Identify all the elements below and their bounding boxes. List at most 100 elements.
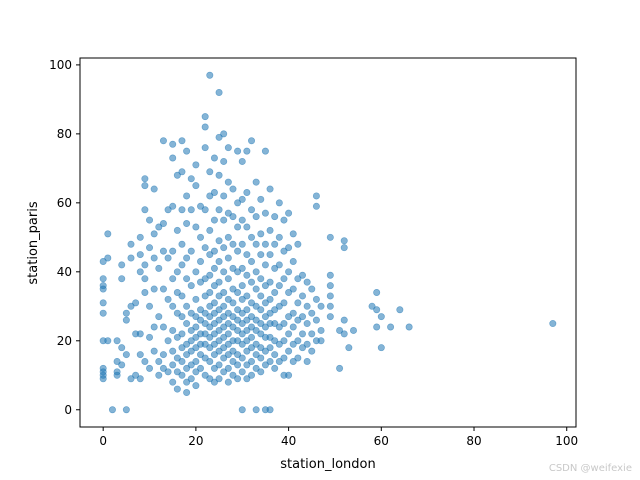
data-point — [326, 292, 334, 300]
data-point — [243, 188, 251, 196]
data-point — [285, 209, 293, 217]
data-point — [368, 302, 376, 310]
data-point — [173, 354, 181, 362]
data-point — [183, 302, 191, 310]
data-point — [234, 247, 242, 255]
data-point — [294, 240, 302, 248]
x-tick-label: 40 — [281, 434, 296, 448]
data-point — [224, 233, 232, 241]
data-point — [243, 337, 251, 345]
data-point — [136, 351, 144, 359]
data-point — [99, 299, 107, 307]
data-point — [243, 223, 251, 231]
data-point — [252, 351, 260, 359]
data-point — [215, 278, 223, 286]
data-point — [248, 257, 256, 265]
data-point — [210, 216, 218, 224]
x-tick-label: 80 — [466, 434, 481, 448]
data-point — [349, 326, 357, 334]
data-point — [234, 326, 242, 334]
data-point — [146, 244, 154, 252]
data-point — [192, 344, 200, 352]
data-point — [303, 357, 311, 365]
data-point — [229, 323, 237, 331]
data-point — [257, 230, 265, 238]
data-point — [183, 351, 191, 359]
data-point — [136, 330, 144, 338]
data-point — [187, 337, 195, 345]
data-point — [141, 261, 149, 269]
data-point — [285, 330, 293, 338]
data-point — [197, 316, 205, 324]
data-point — [303, 340, 311, 348]
data-point — [224, 309, 232, 317]
data-point — [271, 306, 279, 314]
data-point — [210, 299, 218, 307]
data-point — [549, 320, 557, 328]
data-point — [104, 337, 112, 345]
data-point — [164, 337, 172, 345]
data-point — [141, 289, 149, 297]
data-point — [169, 361, 177, 369]
data-point — [285, 371, 293, 379]
data-point — [280, 216, 288, 224]
data-point — [261, 347, 269, 355]
data-point — [210, 154, 218, 162]
data-point — [261, 313, 269, 321]
data-point — [169, 202, 177, 210]
data-point — [192, 382, 200, 390]
data-point — [248, 313, 256, 321]
data-point — [99, 285, 107, 293]
data-point — [289, 340, 297, 348]
data-point — [299, 271, 307, 279]
data-point — [248, 137, 256, 145]
data-point — [178, 206, 186, 214]
data-point — [146, 302, 154, 310]
data-point — [206, 323, 214, 331]
data-point — [178, 371, 186, 379]
data-point — [294, 316, 302, 324]
data-point — [201, 292, 209, 300]
data-point — [206, 251, 214, 259]
data-point — [326, 233, 334, 241]
data-point — [294, 299, 302, 307]
data-point — [224, 209, 232, 217]
data-point — [108, 406, 116, 414]
data-point — [192, 161, 200, 169]
data-point — [243, 292, 251, 300]
data-point — [377, 313, 385, 321]
data-point — [141, 175, 149, 183]
data-point — [206, 375, 214, 383]
data-point — [150, 230, 158, 238]
data-point — [238, 354, 246, 362]
data-point — [173, 368, 181, 376]
data-point — [192, 182, 200, 190]
data-point — [312, 316, 320, 324]
data-point — [266, 406, 274, 414]
data-point — [252, 406, 260, 414]
data-point — [173, 226, 181, 234]
data-point — [257, 195, 265, 203]
data-point — [210, 282, 218, 290]
data-point — [275, 199, 283, 207]
data-point — [210, 188, 218, 196]
x-axis-title: station_london — [280, 457, 376, 472]
data-point — [192, 368, 200, 376]
data-point — [220, 323, 228, 331]
x-tick-label: 0 — [99, 434, 107, 448]
data-point — [201, 309, 209, 317]
data-point — [118, 275, 126, 283]
data-point — [201, 275, 209, 283]
data-point — [229, 313, 237, 321]
data-point — [201, 354, 209, 362]
data-point — [275, 302, 283, 310]
data-point — [183, 147, 191, 155]
data-point — [122, 316, 130, 324]
data-point — [224, 144, 232, 152]
data-point — [201, 371, 209, 379]
data-point — [220, 130, 228, 138]
data-point — [234, 316, 242, 324]
data-point — [206, 71, 214, 79]
data-point — [312, 295, 320, 303]
data-point — [238, 368, 246, 376]
